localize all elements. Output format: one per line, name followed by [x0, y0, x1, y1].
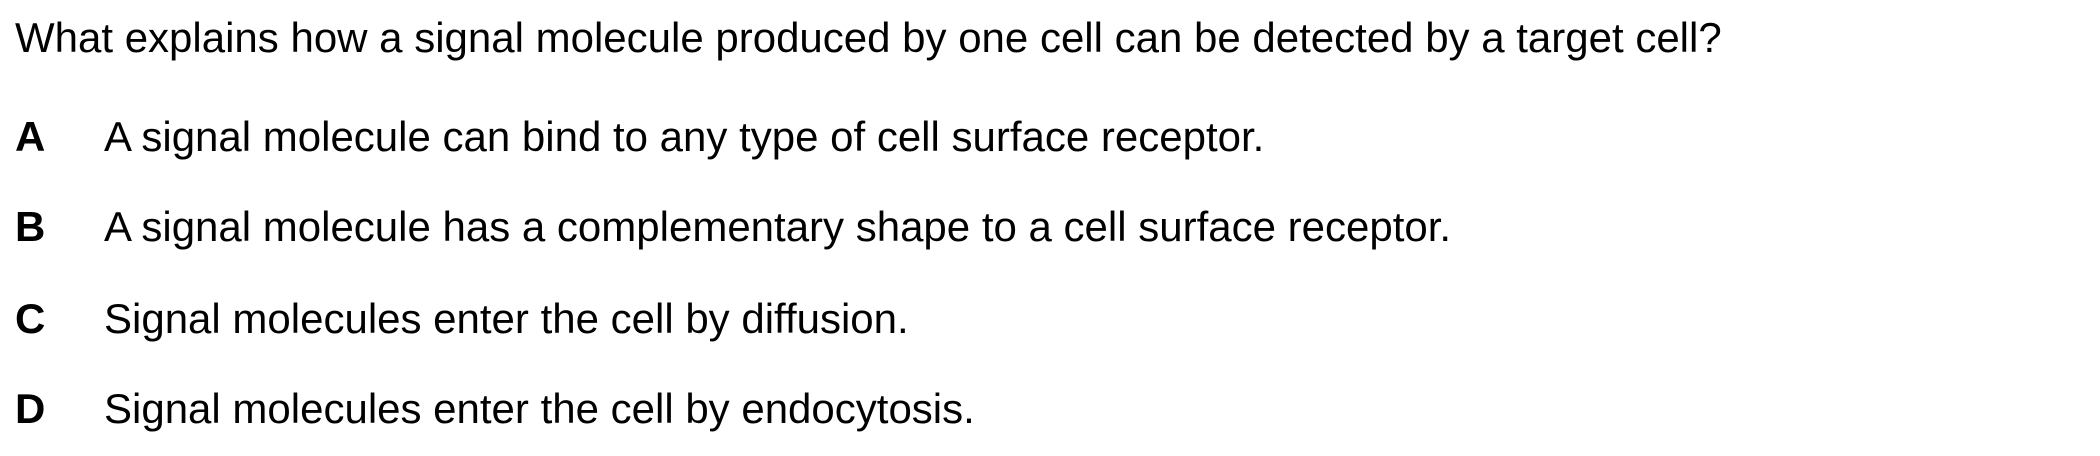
option-letter: A: [15, 107, 45, 167]
option-text: A signal molecule has a complementary sh…: [104, 197, 1451, 257]
option-letter: D: [15, 379, 45, 439]
option-letter: B: [15, 197, 45, 257]
option-text: Signal molecules enter the cell by endoc…: [104, 379, 975, 439]
question-text: What explains how a signal molecule prod…: [15, 8, 1722, 68]
option-letter: C: [15, 289, 45, 349]
option-text: A signal molecule can bind to any type o…: [104, 107, 1264, 167]
option-text: Signal molecules enter the cell by diffu…: [104, 289, 909, 349]
